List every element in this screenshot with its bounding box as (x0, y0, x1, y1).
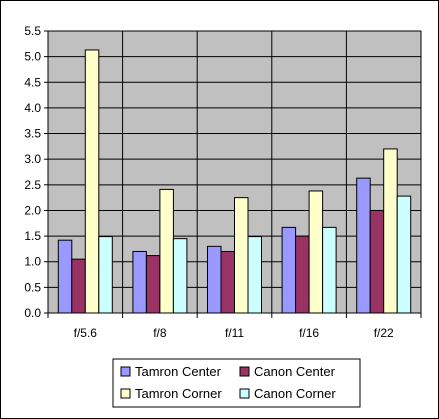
bar (383, 148, 398, 314)
x-tick-label: f/22 (374, 326, 394, 340)
bar (145, 255, 161, 314)
legend-box (112, 358, 361, 408)
y-tick-label: 3.0 (24, 152, 41, 166)
bar (159, 188, 174, 314)
bar (308, 190, 324, 314)
bar (247, 236, 262, 314)
y-tick-label: 5.0 (24, 50, 41, 64)
y-tick-label: 4.0 (24, 101, 41, 115)
legend-label: Tamron Corner (135, 386, 222, 401)
bar (281, 226, 297, 314)
bar (207, 245, 222, 314)
y-tick-label: 1.0 (24, 255, 41, 269)
y-tick-label: 3.5 (24, 127, 41, 141)
bar (71, 258, 86, 314)
x-tick-label: f/11 (225, 326, 244, 340)
legend: Tamron Center Canon Center Tamron Corner Ca… (112, 358, 361, 408)
bar (132, 250, 147, 314)
y-tick-label: 5.5 (24, 24, 41, 38)
y-tick-label: 4.5 (24, 75, 41, 89)
y-tick-label: 1.5 (24, 229, 41, 243)
y-tick-label: 0.5 (24, 280, 41, 294)
bar (234, 197, 249, 314)
legend-swatch (120, 388, 131, 399)
bar (98, 236, 113, 314)
bar (295, 235, 310, 314)
legend-swatch (120, 366, 131, 377)
bar (84, 49, 100, 314)
bar (396, 195, 412, 314)
legend-swatch (239, 388, 250, 399)
axes: 0.0 0.5 1.0 1.5 2.0 2.5 3.0 3.5 4.0 4.5 5.0 5.5 f/5.… (24, 24, 421, 340)
x-tick-label: f/16 (299, 326, 319, 340)
legend-swatch (239, 366, 250, 377)
legend-label: Tamron Center (135, 364, 222, 379)
x-tick-label: f/8 (153, 326, 167, 340)
bar (356, 177, 371, 314)
legend-label: Canon Center (254, 364, 336, 379)
y-tick-label: 2.5 (24, 178, 41, 192)
x-tick-label: f/5.6 (74, 326, 98, 340)
bar (57, 239, 73, 314)
bar (322, 226, 337, 314)
bars (57, 49, 412, 314)
legend-label: Canon Corner (254, 386, 336, 401)
y-tick-label: 2.0 (24, 203, 41, 217)
bar (172, 238, 188, 314)
bar (369, 209, 385, 314)
bar (220, 250, 235, 314)
y-tick-label: 0.0 (24, 306, 41, 320)
